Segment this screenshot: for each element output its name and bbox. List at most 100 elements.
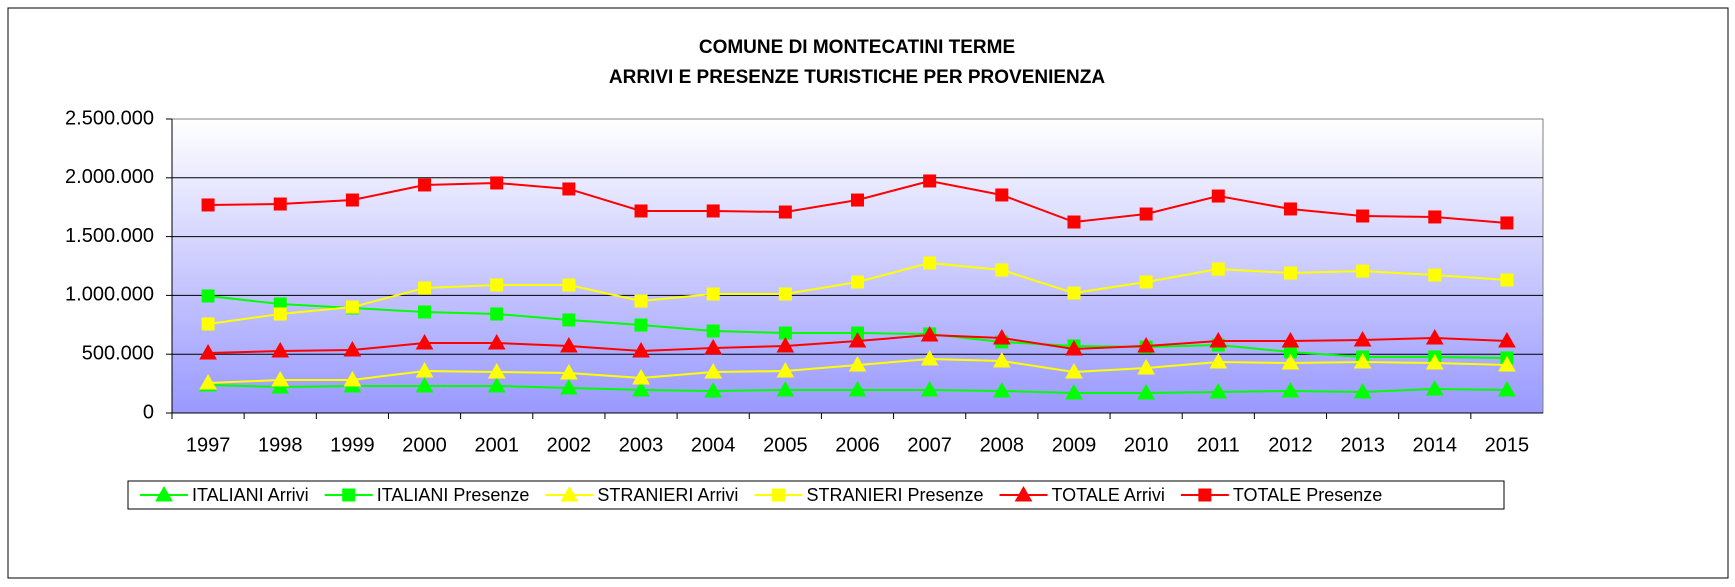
data-point — [920, 380, 939, 397]
data-point — [1428, 268, 1442, 282]
x-tick-label: 2009 — [1052, 434, 1097, 456]
data-point — [920, 326, 939, 342]
data-point — [1356, 264, 1370, 278]
data-point — [1065, 340, 1083, 356]
data-point — [1067, 286, 1081, 300]
x-tick-label: 2010 — [1124, 434, 1169, 456]
data-point — [1353, 352, 1372, 369]
data-point — [1211, 262, 1225, 276]
data-point — [1139, 275, 1153, 289]
data-point — [995, 263, 1009, 277]
data-point — [851, 275, 864, 289]
data-point — [1209, 352, 1228, 369]
data-point — [776, 336, 795, 353]
data-point — [776, 380, 795, 397]
x-tick-label: 2013 — [1340, 434, 1385, 456]
data-point — [992, 328, 1011, 345]
data-point — [560, 336, 578, 353]
data-point — [923, 256, 937, 270]
data-point — [1281, 332, 1300, 348]
data-point — [1281, 354, 1300, 370]
data-point — [1137, 384, 1155, 400]
data-point — [1498, 332, 1516, 348]
y-tick-label: 2.000.000 — [65, 166, 154, 188]
x-tick-label: 2004 — [691, 434, 736, 456]
data-point — [487, 376, 506, 393]
data-point — [562, 278, 576, 292]
data-point — [704, 382, 723, 398]
data-point — [923, 174, 937, 188]
data-point — [415, 334, 434, 350]
data-point — [199, 374, 217, 390]
x-tick-label: 2005 — [763, 434, 808, 456]
data-point — [1356, 209, 1370, 223]
data-point — [632, 368, 650, 385]
data-point — [560, 378, 578, 395]
legend-marker — [560, 485, 579, 502]
data-point — [1353, 382, 1372, 399]
y-tick-label: 0 — [143, 401, 154, 423]
legend-marker — [342, 488, 356, 502]
data-point — [848, 356, 867, 372]
data-point — [415, 376, 434, 393]
data-point — [560, 364, 578, 380]
x-tick-label: 2014 — [1413, 434, 1458, 456]
data-point — [1065, 362, 1083, 379]
legend-marker — [771, 488, 785, 502]
data-point — [632, 380, 650, 397]
legend-marker — [155, 485, 173, 502]
data-point — [418, 178, 432, 192]
data-point — [848, 332, 867, 348]
data-point — [490, 176, 504, 190]
data-point — [1498, 356, 1516, 372]
data-point — [487, 362, 506, 379]
y-tick-label: 500.000 — [82, 342, 154, 364]
data-point — [345, 300, 359, 314]
x-tick-label: 1998 — [258, 434, 303, 456]
data-point — [1211, 189, 1225, 203]
data-point — [992, 352, 1011, 368]
legend-label: ITALIANI Presenze — [377, 485, 530, 505]
data-point — [1067, 215, 1081, 229]
data-point — [848, 380, 867, 397]
x-tick-label: 2012 — [1268, 434, 1313, 456]
x-tick-label: 2001 — [474, 434, 519, 456]
data-point — [1425, 328, 1444, 345]
data-point — [273, 197, 287, 211]
data-point — [562, 313, 576, 327]
data-point — [634, 294, 648, 308]
data-point — [1137, 336, 1155, 353]
legend-label: TOTALE Arrivi — [1052, 485, 1165, 505]
legend-label: STRANIERI Arrivi — [597, 485, 738, 505]
y-tick-label: 1.500.000 — [65, 225, 154, 247]
data-point — [1498, 380, 1516, 397]
data-point — [562, 182, 576, 196]
x-tick-label: 2008 — [980, 434, 1025, 456]
data-point — [201, 198, 215, 212]
data-point — [706, 287, 720, 301]
x-tick-label: 2006 — [835, 434, 880, 456]
data-point — [1500, 216, 1514, 230]
data-point — [490, 307, 504, 321]
y-tick-label: 1.000.000 — [65, 284, 154, 306]
x-tick-label: 1997 — [186, 434, 231, 456]
data-point — [343, 370, 362, 387]
data-point — [634, 204, 648, 218]
data-point — [1209, 332, 1228, 348]
data-point — [995, 188, 1009, 202]
legend-label: TOTALE Presenze — [1233, 485, 1382, 505]
legend-label: ITALIANI Arrivi — [192, 485, 309, 505]
legend-marker — [1198, 488, 1212, 502]
data-point — [1428, 210, 1442, 224]
data-point — [851, 193, 864, 207]
x-tick-label: 2007 — [907, 434, 952, 456]
data-point — [271, 342, 290, 358]
data-point — [1353, 330, 1372, 347]
data-point — [418, 305, 432, 319]
data-point — [343, 340, 362, 357]
x-tick-label: 1999 — [330, 434, 375, 456]
x-tick-label: 2011 — [1197, 434, 1240, 456]
legend-label: STRANIERI Presenze — [806, 485, 983, 505]
data-point — [1283, 266, 1297, 280]
data-point — [487, 334, 506, 350]
